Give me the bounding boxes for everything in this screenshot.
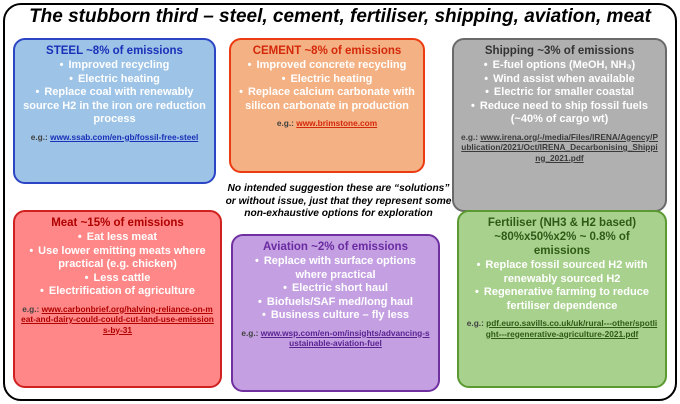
fertiliser-reference: e.g.: pdf.euro.savills.co.uk/uk/rural---… <box>465 318 659 339</box>
meat-heading: Meat ~15% of emissions <box>51 217 184 229</box>
aviation-reference: e.g.: www.wsp.com/en-om/insights/advanci… <box>239 328 432 349</box>
list-item: Electric heating <box>21 73 208 87</box>
cement-reference: e.g.: www.brimstone.com <box>237 118 417 129</box>
meat-link[interactable]: www.carbonbrief.org/halving-reliance-on-… <box>21 303 214 335</box>
list-item: Business culture – fly less <box>239 309 432 323</box>
eg-label: e.g.: <box>466 318 484 328</box>
eg-label: e.g.: <box>30 131 48 142</box>
list-item: Eat less meat <box>21 231 214 245</box>
steel-reference: e.g.: www.ssab.com/en-gb/fossil-free-ste… <box>21 132 208 143</box>
shipping-box: Shipping ~3% of emissions E-fuel options… <box>452 38 667 212</box>
list-item: Improved concrete recycling <box>237 59 417 73</box>
cement-heading: CEMENT ~8% of emissions <box>252 45 402 57</box>
list-item: Wind assist when available <box>460 73 659 87</box>
eg-label: e.g.: <box>460 131 479 142</box>
meat-reference: e.g.: www.carbonbrief.org/halving-relian… <box>21 304 214 336</box>
fertiliser-link[interactable]: pdf.euro.savills.co.uk/uk/rural---other/… <box>485 318 658 339</box>
shipping-heading: Shipping ~3% of emissions <box>484 45 635 57</box>
list-item: Biofuels/SAF med/long haul <box>239 296 432 310</box>
fertiliser-box: Fertiliser (NH3 & H2 based) ~80%x50%x2% … <box>457 210 667 388</box>
page-title: The stubborn third – steel, cement, fert… <box>29 6 651 27</box>
shipping-list: E-fuel options (MeOH, NH₃) Wind assist w… <box>460 59 659 127</box>
list-item: Improved recycling <box>21 59 208 73</box>
list-item: Replace calcium carbonate with silicon c… <box>237 86 417 113</box>
fertiliser-heading: Fertiliser (NH3 & H2 based) ~80%x50%x2% … <box>487 217 637 257</box>
eg-label: e.g.: <box>241 327 259 338</box>
list-item: Electric short haul <box>239 282 432 296</box>
list-item: Use lower emitting meats where practical… <box>21 245 214 272</box>
cement-box: CEMENT ~8% of emissions Improved concret… <box>229 38 425 173</box>
list-item: Replace fossil sourced H2 with renewably… <box>465 259 659 286</box>
aviation-heading: Aviation ~2% of emissions <box>263 241 408 253</box>
eg-label: e.g.: <box>276 118 294 128</box>
steel-list: Improved recycling Electric heating Repl… <box>21 59 208 127</box>
aviation-list: Replace with surface options where pract… <box>239 255 432 323</box>
list-item: E-fuel options (MeOH, NH₃) <box>460 59 659 73</box>
cement-link[interactable]: www.brimstone.com <box>296 118 378 128</box>
list-item: Electric for smaller coastal <box>460 86 659 100</box>
list-item: Electrification of agriculture <box>21 285 214 299</box>
list-item: Electric heating <box>237 73 417 87</box>
meat-box: Meat ~15% of emissions Eat less meat Use… <box>13 210 222 388</box>
disclaimer-note: No intended suggestion these are “soluti… <box>225 183 452 219</box>
list-item: Replace with surface options where pract… <box>239 255 432 282</box>
list-item: Less cattle <box>21 272 214 286</box>
steel-box: STEEL ~8% of emissions Improved recyclin… <box>13 38 216 184</box>
shipping-link[interactable]: www.irena.org/-/media/Files/IRENA/Agency… <box>461 131 659 163</box>
fertiliser-list: Replace fossil sourced H2 with renewably… <box>465 259 659 313</box>
aviation-link[interactable]: www.wsp.com/en-om/insights/advancing-sus… <box>260 327 430 349</box>
steel-link[interactable]: www.ssab.com/en-gb/fossil-free-steel <box>50 131 199 142</box>
shipping-reference: e.g.: www.irena.org/-/media/Files/IRENA/… <box>460 132 659 164</box>
cement-list: Improved concrete recycling Electric hea… <box>237 59 417 113</box>
list-item: Regenerative farming to reduce fertilise… <box>465 286 659 313</box>
list-item: Replace coal with renewably source H2 in… <box>21 86 208 127</box>
steel-heading: STEEL ~8% of emissions <box>46 45 183 57</box>
eg-label: e.g.: <box>22 303 40 314</box>
meat-list: Eat less meat Use lower emitting meats w… <box>21 231 214 299</box>
aviation-box: Aviation ~2% of emissions Replace with s… <box>231 234 440 392</box>
list-item: Reduce need to ship fossil fuels (~40% o… <box>460 100 659 127</box>
